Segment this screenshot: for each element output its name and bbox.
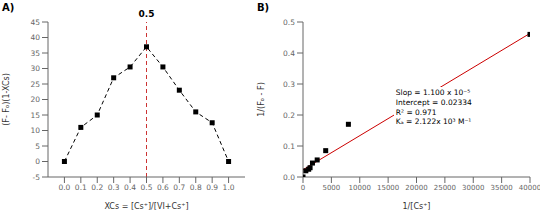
svg-text:35000: 35000 — [490, 184, 512, 192]
svg-text:0.4: 0.4 — [124, 183, 136, 192]
svg-text:20: 20 — [30, 95, 40, 104]
svg-text:5000: 5000 — [322, 184, 340, 192]
svg-text:25: 25 — [30, 80, 40, 89]
svg-text:0.6: 0.6 — [157, 183, 169, 192]
svg-text:0.5: 0.5 — [283, 18, 295, 27]
svg-text:35: 35 — [30, 49, 40, 58]
html-text:Kₐ = 2.122x 10³ M⁻¹: Kₐ = 2.122x 10³ M⁻¹ — [395, 117, 472, 127]
svg-text:0.3: 0.3 — [108, 183, 120, 192]
svg-text:0.8: 0.8 — [190, 183, 202, 192]
svg-text:30: 30 — [30, 64, 40, 73]
svg-text:1.0: 1.0 — [223, 183, 235, 192]
svg-text:30000: 30000 — [462, 184, 484, 192]
svg-text:45: 45 — [30, 18, 40, 27]
svg-text:0.2: 0.2 — [91, 183, 103, 192]
svg-text:15000: 15000 — [377, 184, 399, 192]
svg-text:5: 5 — [35, 142, 40, 151]
svg-text:0.1: 0.1 — [283, 142, 295, 151]
svg-text:10: 10 — [30, 126, 40, 135]
svg-text:0: 0 — [301, 184, 305, 192]
html-text:R² = 0.971: R² = 0.971 — [395, 107, 437, 117]
svg-text:0.0: 0.0 — [58, 183, 70, 192]
svg-text:20000: 20000 — [405, 184, 427, 192]
html-text:A): A) — [2, 2, 15, 13]
svg-text:0.5: 0.5 — [139, 9, 155, 19]
svg-text:0: 0 — [35, 157, 40, 166]
svg-text:40: 40 — [30, 33, 40, 42]
svg-text:1/[Cs⁺]: 1/[Cs⁺] — [402, 202, 430, 211]
svg-text:-5: -5 — [33, 173, 41, 182]
svg-text:0.4: 0.4 — [283, 49, 295, 58]
svg-text:40000: 40000 — [519, 184, 532, 192]
svg-text:0.9: 0.9 — [206, 183, 218, 192]
svg-text:XCs = [Cs⁺]/[VI+Cs⁺]: XCs = [Cs⁺]/[VI+Cs⁺] — [104, 202, 188, 211]
svg-text:(F- Fₒ)(1-XCs): (F- Fₒ)(1-XCs) — [8, 73, 11, 126]
svg-text:1/(Fₒ - F): 1/(Fₒ - F) — [257, 82, 266, 117]
svg-text:10000: 10000 — [349, 184, 371, 192]
html-text:B): B) — [257, 2, 270, 13]
svg-text:0.7: 0.7 — [173, 183, 185, 192]
html-text:Slop = 1.100 x 10⁻⁵: Slop = 1.100 x 10⁻⁵ — [395, 88, 471, 98]
svg-text:0.2: 0.2 — [283, 111, 295, 120]
svg-text:0.0: 0.0 — [283, 173, 295, 182]
svg-text:25000: 25000 — [434, 184, 456, 192]
html-text:Intercept = 0.02334: Intercept = 0.02334 — [395, 97, 472, 107]
svg-text:0.3: 0.3 — [283, 80, 295, 89]
svg-text:0.1: 0.1 — [75, 183, 87, 192]
svg-text:0.5: 0.5 — [141, 183, 153, 192]
svg-text:15: 15 — [30, 111, 40, 120]
